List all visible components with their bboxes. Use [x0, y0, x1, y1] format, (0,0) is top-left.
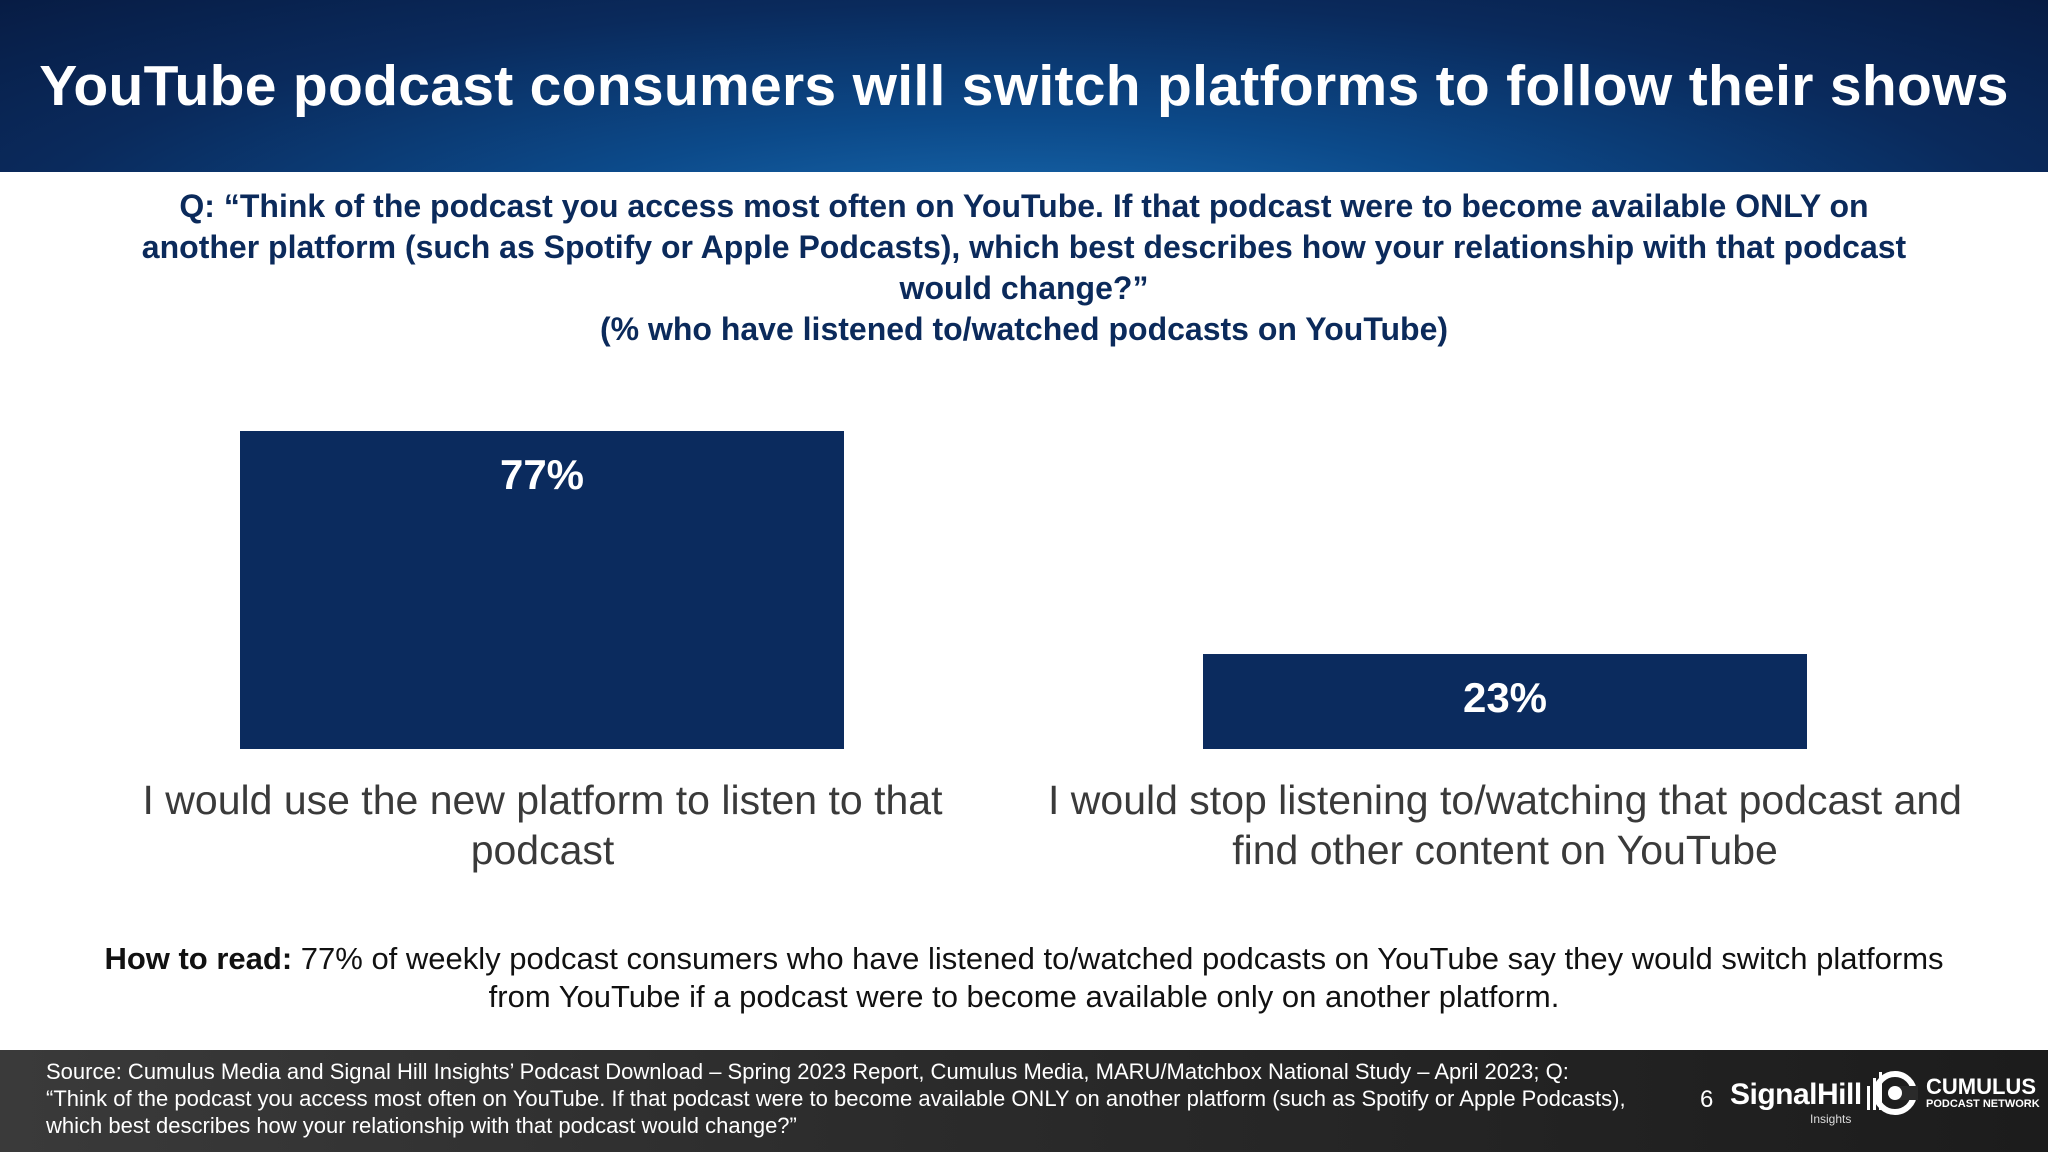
signal-hill-logo: SignalHill Insights: [1730, 1072, 1885, 1126]
footer-bar: Source: Cumulus Media and Signal Hill In…: [0, 1050, 2048, 1152]
bar-1: [240, 431, 844, 749]
how-to-read-label: How to read:: [104, 941, 293, 976]
question-base: (% who have listened to/watched podcasts…: [599, 311, 1449, 347]
cumulus-logo-subtext: PODCAST NETWORK: [1926, 1097, 2040, 1110]
signal-hill-logo-text: SignalHill: [1730, 1078, 1862, 1111]
survey-question: Q: “Think of the podcast you access most…: [60, 186, 1988, 350]
data-label-1: 77%: [500, 451, 584, 498]
data-label-2: 23%: [1463, 674, 1547, 721]
question-line-2: another platform (such as Spotify or App…: [141, 229, 1907, 265]
page-number: 6: [1700, 1086, 1714, 1113]
source-note: Source: Cumulus Media and Signal Hill In…: [46, 1059, 1626, 1138]
title-banner: YouTube podcast consumers will switch pl…: [0, 0, 2048, 172]
bar-2: [1203, 654, 1807, 749]
cumulus-logo: CUMULUS PODCAST NETWORK: [1872, 1070, 2040, 1116]
cumulus-logo-text: CUMULUS: [1926, 1073, 2036, 1099]
question-line-1: Q: “Think of the podcast you access most…: [179, 188, 1869, 224]
how-to-read-note: How to read: 77% of weekly podcast consu…: [100, 940, 1948, 1016]
slide-title: YouTube podcast consumers will switch pl…: [39, 54, 2009, 118]
cumulus-mark-icon: [1873, 1071, 1918, 1115]
signal-hill-logo-subtext: Insights: [1810, 1112, 1852, 1126]
how-to-read-text: 77% of weekly podcast consumers who have…: [292, 941, 1944, 1014]
bar-chart: 77% 23%: [240, 431, 1807, 749]
category-label-1: I would use the new platform to listen t…: [142, 777, 943, 873]
category-label-2: I would stop listening to/watching that …: [1048, 777, 1962, 873]
question-line-3: would change?”: [899, 270, 1149, 306]
